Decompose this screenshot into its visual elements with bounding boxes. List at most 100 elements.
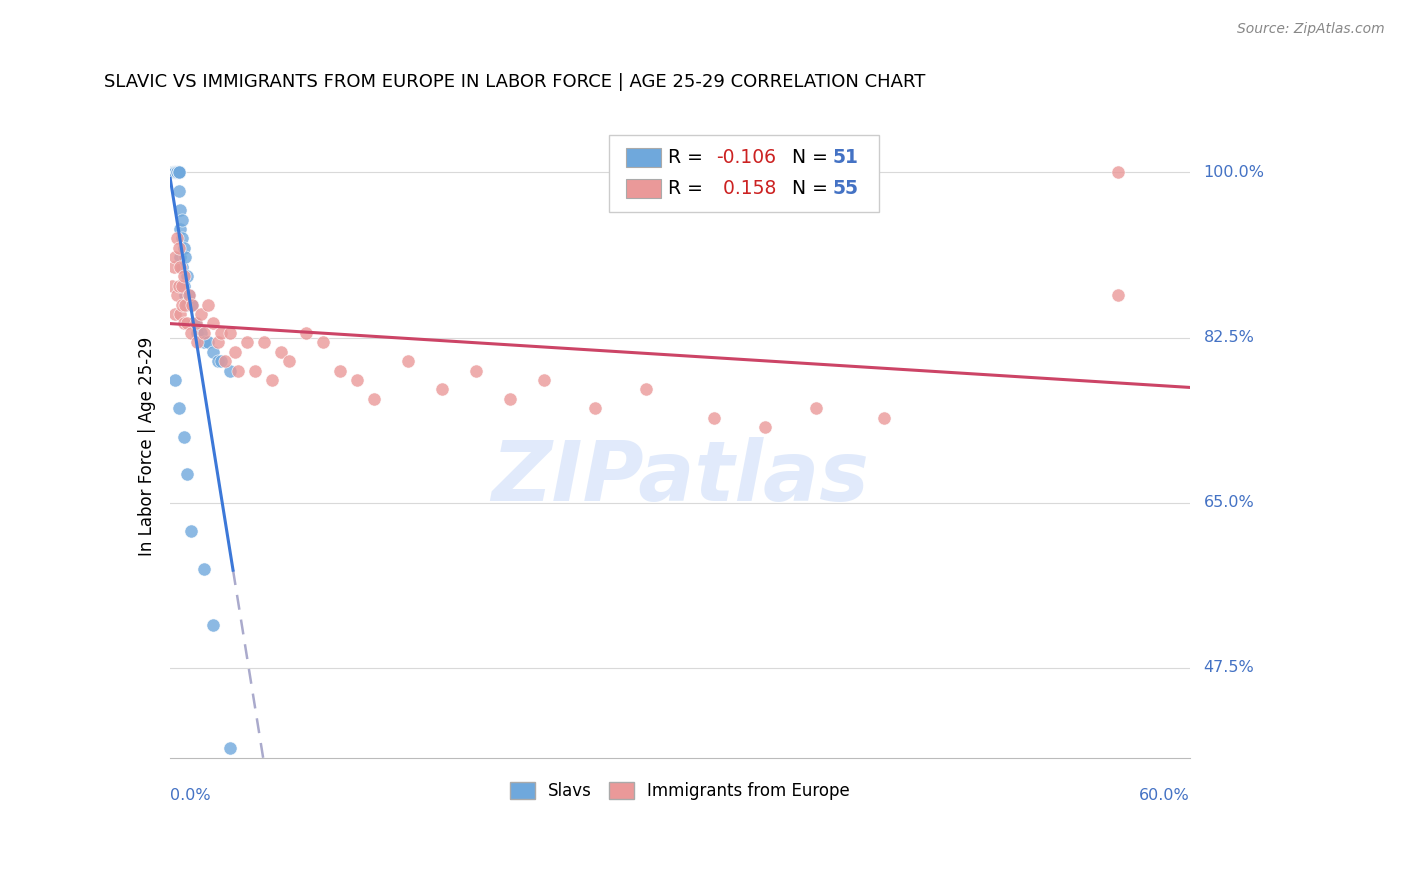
FancyBboxPatch shape (626, 148, 661, 167)
Text: N =: N = (780, 148, 834, 167)
Point (193, 335, 215, 350)
Point (295, 326, 318, 340)
Point (243, 363, 266, 377)
Text: 100.0%: 100.0% (1204, 165, 1264, 180)
Point (197, 297, 219, 311)
Point (209, 354, 232, 368)
Point (176, 317, 198, 331)
Point (165, 165, 187, 179)
Point (465, 363, 488, 377)
Text: 55: 55 (832, 179, 859, 198)
Point (533, 373, 555, 387)
Point (207, 354, 229, 368)
Point (181, 297, 204, 311)
Text: 47.5%: 47.5% (1204, 660, 1254, 675)
Point (166, 288, 188, 302)
Point (162, 260, 184, 274)
Text: N =: N = (780, 179, 834, 198)
Point (183, 317, 205, 331)
Point (1107, 288, 1129, 302)
Point (207, 335, 229, 350)
Point (873, 410, 896, 425)
Point (172, 260, 194, 274)
Point (174, 288, 197, 302)
Text: -0.106: -0.106 (717, 148, 776, 167)
Point (166, 165, 188, 179)
Point (499, 392, 522, 406)
Text: SLAVIC VS IMMIGRANTS FROM EUROPE IN LABOR FORCE | AGE 25-29 CORRELATION CHART: SLAVIC VS IMMIGRANTS FROM EUROPE IN LABO… (104, 73, 925, 91)
Point (173, 317, 195, 331)
Point (162, 165, 184, 179)
Point (166, 165, 188, 179)
Point (201, 317, 224, 331)
Point (226, 363, 249, 377)
Point (167, 278, 190, 293)
Point (1107, 165, 1129, 179)
Point (193, 326, 215, 340)
Point (218, 363, 240, 377)
Point (177, 288, 200, 302)
Point (160, 165, 183, 179)
Point (186, 326, 208, 340)
Point (162, 165, 184, 179)
Point (169, 250, 191, 264)
Text: R =: R = (668, 148, 709, 167)
Point (176, 297, 198, 311)
Point (430, 383, 453, 397)
Point (312, 335, 335, 350)
Point (201, 344, 224, 359)
Point (270, 344, 292, 359)
Point (160, 278, 183, 293)
Point (176, 467, 198, 482)
Point (166, 165, 188, 179)
Point (174, 250, 197, 264)
Point (201, 618, 224, 632)
Point (180, 326, 202, 340)
Text: Source: ZipAtlas.com: Source: ZipAtlas.com (1237, 22, 1385, 37)
Point (181, 297, 204, 311)
Point (583, 401, 606, 416)
Text: 0.0%: 0.0% (170, 789, 211, 803)
Point (165, 373, 187, 387)
Point (180, 524, 202, 538)
Point (218, 326, 240, 340)
Point (165, 165, 187, 179)
Point (165, 307, 187, 321)
Point (165, 250, 187, 264)
Point (176, 269, 198, 284)
Point (346, 373, 368, 387)
Point (162, 165, 184, 179)
Point (218, 741, 240, 756)
FancyBboxPatch shape (609, 135, 879, 212)
Point (167, 401, 190, 416)
Point (174, 297, 197, 311)
Point (172, 297, 194, 311)
Point (167, 165, 190, 179)
Legend: Slavs, Immigrants from Europe: Slavs, Immigrants from Europe (502, 773, 858, 808)
Point (214, 354, 236, 368)
FancyBboxPatch shape (626, 179, 661, 198)
Point (634, 383, 657, 397)
Text: 51: 51 (832, 148, 859, 167)
Point (165, 165, 187, 179)
Point (754, 420, 776, 434)
Text: 0.158: 0.158 (717, 179, 776, 198)
Text: ZIPatlas: ZIPatlas (491, 437, 869, 517)
Point (235, 335, 257, 350)
Point (172, 212, 194, 227)
Point (253, 335, 276, 350)
Point (167, 165, 190, 179)
Text: 82.5%: 82.5% (1204, 330, 1254, 345)
Text: 60.0%: 60.0% (1139, 789, 1189, 803)
Point (167, 165, 190, 179)
Point (173, 278, 195, 293)
Point (169, 307, 191, 321)
Point (166, 165, 188, 179)
Point (184, 317, 207, 331)
Point (173, 269, 195, 284)
Point (193, 562, 215, 576)
Point (262, 373, 284, 387)
Point (165, 165, 187, 179)
Point (329, 363, 352, 377)
Point (184, 317, 207, 331)
